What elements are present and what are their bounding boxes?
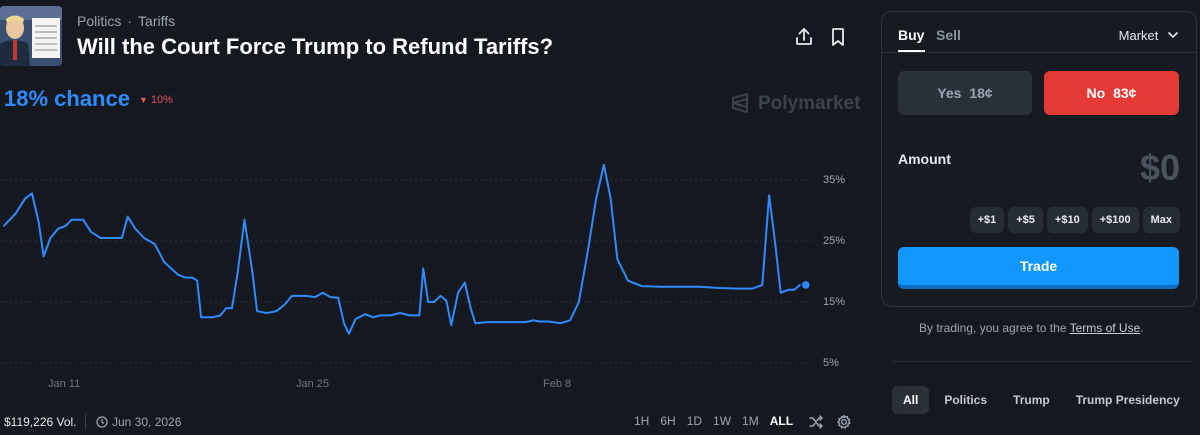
trade-button[interactable]: Trade	[898, 247, 1179, 289]
time-range-selector: 1H 6H 1D 1W 1M ALL	[634, 414, 804, 428]
category-trump-presidency[interactable]: Trump Presidency	[1075, 393, 1180, 407]
divider	[882, 52, 1196, 53]
price-chart[interactable]	[0, 140, 860, 380]
y-tick-label: 35%	[823, 174, 846, 186]
no-price: 83¢	[1113, 85, 1137, 101]
volume: $119,226 Vol.	[4, 415, 77, 429]
settings-gear-icon[interactable]	[836, 414, 852, 430]
breadcrumb-category[interactable]: Politics	[77, 13, 122, 29]
x-tick-label: Jan 25	[296, 378, 330, 390]
range-all[interactable]: ALL	[769, 414, 794, 428]
terms-of-use-link[interactable]: Terms of Use	[1069, 321, 1141, 335]
chart-current-point	[800, 279, 812, 291]
terms-prefix: By trading, you agree to the	[919, 321, 1067, 335]
range-1w[interactable]: 1W	[713, 414, 732, 428]
quick-amount-chips: +$1 +$5 +$10 +$100 Max	[969, 207, 1180, 233]
polymarket-logo-icon	[730, 93, 750, 113]
amount-input[interactable]: $0	[1139, 147, 1180, 188]
end-date: Jun 30, 2026	[96, 415, 181, 431]
terms-notice: By trading, you agree to the Terms of Us…	[919, 321, 1144, 335]
max-button[interactable]: Max	[1142, 207, 1180, 233]
order-type-label: Market	[1118, 28, 1159, 43]
chance-change-value: 10%	[150, 94, 173, 106]
clock-icon	[96, 416, 108, 431]
chart-series-line	[3, 163, 807, 335]
polymarket-brand: Polymarket	[758, 93, 861, 114]
category-all[interactable]: All	[892, 386, 930, 414]
page-title: Will the Court Force Trump to Refund Tar…	[77, 34, 554, 59]
add-100-button[interactable]: +$100	[1091, 207, 1139, 233]
yes-price: 18¢	[969, 85, 993, 101]
range-6h[interactable]: 6H	[660, 414, 676, 428]
tab-sell[interactable]: Sell	[936, 27, 961, 43]
range-1d[interactable]: 1D	[686, 414, 703, 428]
tab-buy[interactable]: Buy	[898, 27, 925, 43]
add-10-button[interactable]: +$10	[1046, 207, 1088, 233]
divider	[892, 361, 1192, 362]
range-1h[interactable]: 1H	[634, 414, 650, 428]
y-tick-label: 25%	[823, 235, 846, 247]
market-thumbnail	[0, 6, 62, 66]
range-1m[interactable]: 1M	[742, 414, 759, 428]
down-triangle-icon: ▼	[139, 95, 148, 105]
buy-yes-button[interactable]: Yes 18¢	[898, 71, 1032, 115]
category-trump[interactable]: Trump	[1013, 393, 1050, 407]
x-tick-label: Feb 8	[543, 378, 572, 390]
bookmark-icon[interactable]	[827, 26, 849, 48]
y-tick-label: 5%	[823, 357, 839, 369]
terms-suffix: .	[1140, 321, 1144, 335]
order-type-dropdown[interactable]: Market	[1119, 27, 1178, 43]
no-label: No	[1086, 85, 1106, 101]
breadcrumb-subcategory[interactable]: Tariffs	[138, 13, 176, 29]
x-tick-label: Jan 11	[48, 378, 81, 390]
category-filters: All Politics Trump Trump Presidency	[892, 386, 1191, 414]
tab-buy-indicator	[898, 50, 925, 52]
add-1-button[interactable]: +$1	[969, 207, 1005, 233]
chevron-down-icon	[1168, 27, 1178, 42]
chance-change: ▼ 10%	[139, 94, 173, 106]
y-tick-label: 15%	[823, 296, 846, 308]
share-icon[interactable]	[793, 26, 815, 48]
amount-label: Amount	[898, 151, 951, 167]
trade-panel: Buy Sell Market Yes 18¢ No 83¢ Amount $0…	[881, 11, 1197, 307]
divider	[85, 414, 86, 430]
breadcrumb-separator: ·	[127, 13, 133, 29]
end-date-value: Jun 30, 2026	[112, 415, 182, 429]
buy-no-button[interactable]: No 83¢	[1044, 71, 1179, 115]
breadcrumb: Politics · Tariffs	[77, 13, 175, 29]
chance-value: 18% chance	[4, 86, 130, 111]
shuffle-icon[interactable]	[808, 414, 824, 430]
yes-label: Yes	[937, 85, 962, 101]
category-politics[interactable]: Politics	[944, 393, 988, 407]
add-5-button[interactable]: +$5	[1008, 207, 1043, 233]
